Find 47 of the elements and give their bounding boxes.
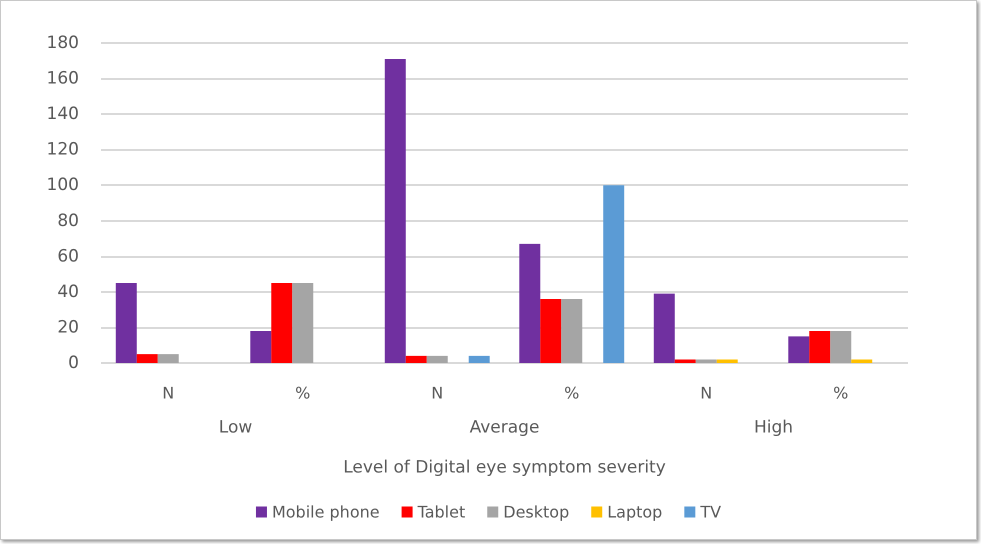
y-tick-label: 120: [46, 140, 79, 160]
bar: [540, 299, 562, 363]
y-tick-label: 20: [57, 317, 79, 338]
y-tick-label: 80: [57, 210, 79, 231]
bar: [116, 283, 137, 363]
legend-label: Laptop: [607, 502, 662, 522]
text: Average: [470, 418, 540, 438]
x-axis-title: Level of Digital eye symptom severity: [343, 458, 666, 478]
bar: [426, 356, 448, 363]
bar: [788, 336, 810, 363]
bar: [603, 185, 624, 363]
bar: [271, 283, 292, 363]
bar: [136, 354, 158, 363]
bar: [809, 331, 830, 363]
bar: [406, 356, 427, 363]
bar: [674, 359, 696, 363]
legend-label: TV: [699, 502, 722, 522]
bar: [468, 356, 490, 363]
y-tick-label: 180: [46, 33, 79, 53]
y-tick-label: 0: [68, 353, 79, 373]
bar: [654, 294, 675, 363]
bar: [716, 359, 738, 363]
bar: [561, 299, 582, 363]
y-tick-label: 40: [57, 282, 79, 302]
y-tick-label: 140: [46, 104, 79, 124]
legend-label: Tablet: [416, 502, 466, 522]
x-tick-label: N: [431, 384, 444, 402]
legend-label: Desktop: [503, 502, 570, 522]
bar: [250, 331, 272, 363]
x-tick-label: %: [833, 384, 848, 402]
y-tick-label: 60: [57, 246, 79, 266]
bar: [158, 354, 179, 363]
y-tick-label: 160: [46, 68, 79, 89]
bar: [292, 283, 314, 363]
bar: [830, 331, 852, 363]
x-tick-label: %: [564, 384, 580, 402]
text: High: [754, 418, 794, 438]
text: Low: [218, 418, 252, 438]
x-tick-label: N: [162, 384, 174, 402]
y-tick-label: 100: [46, 175, 79, 196]
x-tick-label: %: [295, 384, 310, 402]
bar: [851, 359, 872, 363]
legend-label: Mobile phone: [272, 502, 380, 522]
bar: [519, 244, 540, 363]
bar: [696, 359, 717, 363]
x-tick-label: N: [700, 384, 712, 402]
bar: [384, 59, 406, 363]
